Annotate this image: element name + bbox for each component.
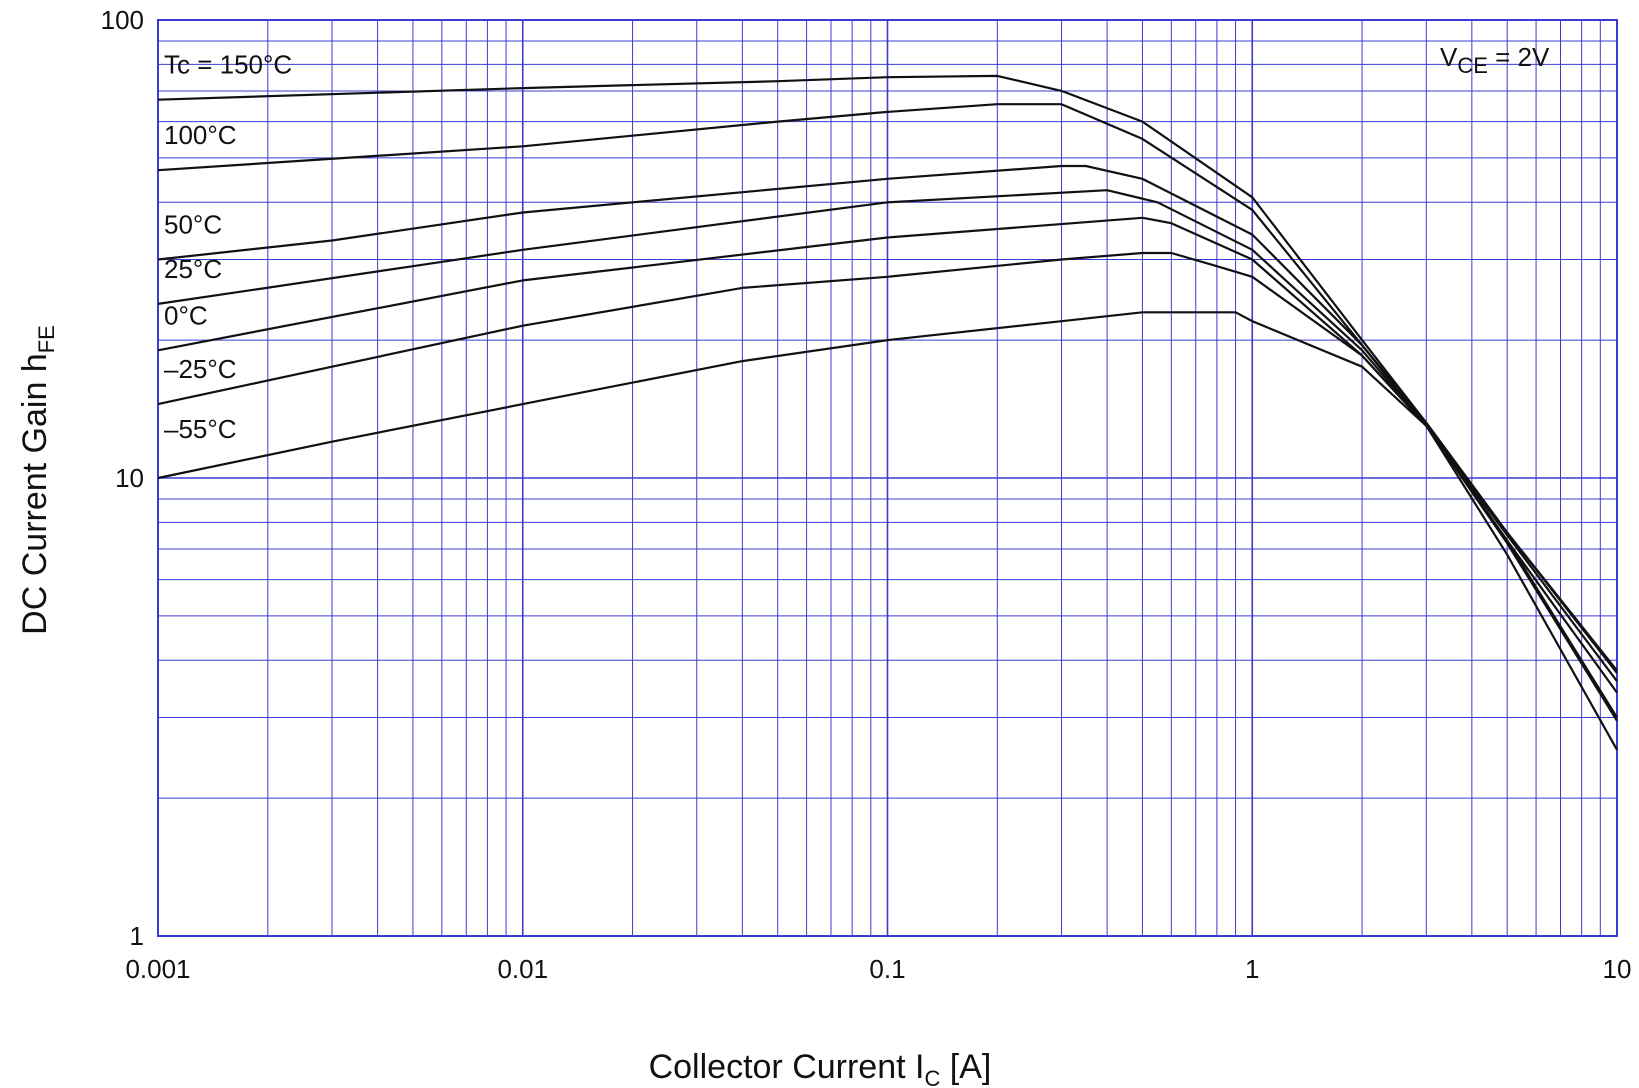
- series-labels: Tc = 150°C 100°C 50°C 25°C 0°C –25°C –55°C: [164, 50, 292, 444]
- vce-annotation: VCE = 2V: [1440, 42, 1550, 78]
- series-label-3: 25°C: [164, 254, 222, 284]
- series-label-5: –25°C: [164, 354, 237, 384]
- x-tick-label: 0.1: [869, 954, 905, 984]
- series-label-6: –55°C: [164, 414, 237, 444]
- y-tick-label: 1: [130, 921, 144, 951]
- series-line-5: [157, 251, 1618, 722]
- x-tick-label: 0.001: [125, 954, 190, 984]
- series-label-4: 0°C: [164, 300, 208, 330]
- x-tick-label: 10: [1603, 954, 1632, 984]
- series-label-2: 50°C: [164, 209, 222, 239]
- tick-labels: 0.001 0.01 0.1 1 10 1 10 100: [101, 5, 1632, 984]
- series-line-6: [157, 311, 1618, 751]
- grid: [157, 19, 1618, 937]
- y-tick-label: 100: [101, 5, 144, 35]
- series-line-1: [157, 103, 1618, 674]
- series-label-0: Tc = 150°C: [164, 50, 292, 80]
- x-tick-label: 1: [1245, 954, 1259, 984]
- y-tick-label: 10: [115, 463, 144, 493]
- x-axis-title: Collector Current IC [A]: [649, 1048, 992, 1088]
- y-axis-title: DC Current Gain hFE: [16, 325, 59, 635]
- x-tick-label: 0.01: [497, 954, 548, 984]
- series-label-1: 100°C: [164, 120, 237, 150]
- curves: [157, 74, 1618, 751]
